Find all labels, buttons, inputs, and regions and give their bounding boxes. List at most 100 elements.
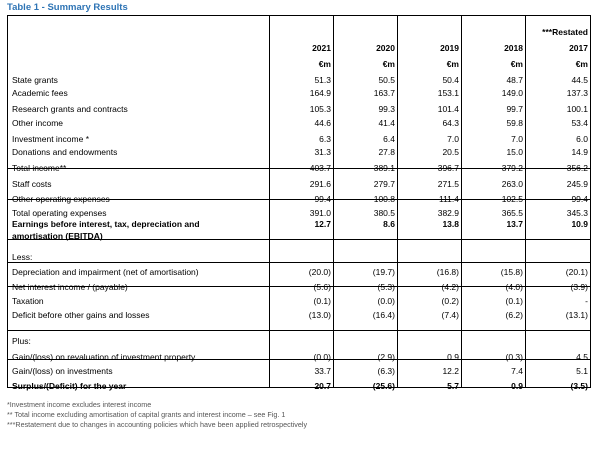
table-cell: (25.6): [372, 381, 395, 391]
summary-results-table: 2021 2020 2019 2018 ***Restated 2017 €m …: [7, 15, 591, 391]
table-cell: 100.8: [373, 194, 395, 204]
table-cell: (5.3): [377, 282, 395, 292]
row-label: Net interest income / (payable): [12, 282, 128, 292]
table-cell: (4.2): [441, 282, 459, 292]
row-label: Taxation: [12, 296, 44, 306]
column-divider: [269, 16, 270, 387]
table-cell: (4.0): [505, 282, 523, 292]
row-label: Deficit before other gains and losses: [12, 310, 150, 320]
table-cell: 13.8: [442, 219, 459, 229]
table-cell: 105.3: [309, 104, 331, 114]
column-divider: [525, 16, 526, 387]
column-unit: €m: [318, 59, 331, 69]
table-cell: 391.0: [309, 208, 331, 218]
row-label: Donations and endowments: [12, 147, 118, 157]
table-cell: 100.1: [566, 104, 588, 114]
table-cell: 27.8: [378, 147, 395, 157]
table-cell: 389.1: [373, 163, 395, 173]
table-cell: 164.9: [309, 88, 331, 98]
table-cell: 6.4: [383, 134, 395, 144]
row-label: Plus:: [12, 336, 31, 346]
table-cell: 12.2: [442, 366, 459, 376]
column-header-year: 2017: [569, 43, 588, 53]
table-cell: (15.8): [500, 267, 523, 277]
row-label: amortisation (EBITDA): [12, 231, 103, 241]
table-cell: (6.2): [505, 310, 523, 320]
footnote: ***Restatement due to changes in account…: [7, 420, 308, 429]
table-cell: 380.5: [373, 208, 395, 218]
table-cell: 271.5: [437, 179, 459, 189]
table-cell: 7.0: [511, 134, 523, 144]
table-cell: (3.5): [570, 381, 588, 391]
column-header-year: 2020: [376, 43, 395, 53]
table-cell: 356.2: [566, 163, 588, 173]
table-cell: 99.4: [571, 194, 588, 204]
column-unit: €m: [575, 59, 588, 69]
row-label: Staff costs: [12, 179, 52, 189]
table-cell: 5.1: [576, 366, 588, 376]
table-cell: 7.4: [511, 366, 523, 376]
table-cell: (7.4): [441, 310, 459, 320]
table-cell: 0.9: [447, 352, 459, 362]
table-cell: (13.0): [308, 310, 331, 320]
table-cell: 20.7: [314, 381, 331, 391]
row-label: Less:: [12, 252, 33, 262]
table-cell: 44.6: [314, 118, 331, 128]
row-label: Investment income *: [12, 134, 90, 144]
table-cell: 53.4: [571, 118, 588, 128]
table-cell: (0.2): [441, 296, 459, 306]
footnotes: *Investment income excludes interest inc…: [7, 400, 307, 430]
table-cell: 12.7: [314, 219, 331, 229]
table-cell: 15.0: [506, 147, 523, 157]
table-cell: 137.3: [566, 88, 588, 98]
table-cell: 163.7: [373, 88, 395, 98]
row-label: Total operating expenses: [12, 208, 107, 218]
table-cell: 99.7: [506, 104, 523, 114]
table-cell: 20.5: [442, 147, 459, 157]
table-cell: (0.0): [377, 296, 395, 306]
row-label: Research grants and contracts: [12, 104, 128, 114]
table-cell: (0.1): [313, 296, 331, 306]
table-cell: 44.5: [571, 75, 588, 85]
column-header-year: 2019: [440, 43, 459, 53]
table-cell: 99.4: [314, 194, 331, 204]
table-cell: (13.1): [565, 310, 588, 320]
row-label: Depreciation and impairment (net of amor…: [12, 267, 199, 277]
footnote: *Investment income excludes interest inc…: [7, 400, 152, 409]
table-cell: 365.5: [501, 208, 523, 218]
table-cell: 8.6: [383, 219, 395, 229]
table-cell: (0.0): [313, 352, 331, 362]
table-cell: 263.0: [501, 179, 523, 189]
table-cell: 6.3: [319, 134, 331, 144]
table-cell: 396.7: [437, 163, 459, 173]
column-unit: €m: [510, 59, 523, 69]
row-divider: [8, 262, 590, 263]
table-cell: 245.9: [566, 179, 588, 189]
table-cell: 102.5: [501, 194, 523, 204]
table-cell: 382.9: [437, 208, 459, 218]
table-cell: 33.7: [314, 366, 331, 376]
table-cell: (0.1): [505, 296, 523, 306]
row-divider: [8, 239, 590, 240]
table-cell: (0.3): [505, 352, 523, 362]
table-cell: 64.3: [442, 118, 459, 128]
table-cell: 279.7: [373, 179, 395, 189]
row-divider: [8, 330, 590, 331]
table-cell: 41.4: [378, 118, 395, 128]
table-cell: 31.3: [314, 147, 331, 157]
row-divider: [8, 359, 590, 360]
table-cell: 0.9: [511, 381, 523, 391]
table-cell: (16.8): [436, 267, 459, 277]
table-cell: 7.0: [447, 134, 459, 144]
column-header-year: 2018: [504, 43, 523, 53]
table-cell: 403.7: [309, 163, 331, 173]
table-cell: 50.4: [442, 75, 459, 85]
row-label: Gain/(loss) on investments: [12, 366, 113, 376]
table-cell: 59.8: [506, 118, 523, 128]
table-cell: 14.9: [571, 147, 588, 157]
row-label: Earnings before interest, tax, depreciat…: [12, 219, 200, 229]
table-cell: (16.4): [372, 310, 395, 320]
table-cell: 149.0: [501, 88, 523, 98]
table-cell: (6.3): [377, 366, 395, 376]
column-header-year: 2021: [312, 43, 331, 53]
